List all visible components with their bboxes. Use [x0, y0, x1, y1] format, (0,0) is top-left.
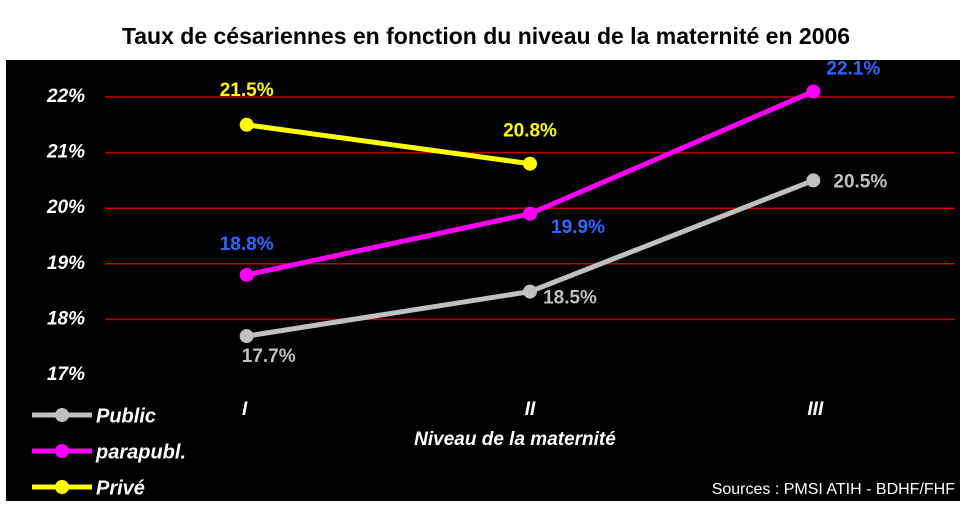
point — [806, 173, 821, 188]
point — [523, 206, 537, 221]
legend-label: Public — [96, 405, 156, 427]
chart-title: Taux de césariennes en fonction du nivea… — [122, 23, 850, 49]
data-label: 20.5% — [833, 171, 887, 192]
x-axis-label: Niveau de la maternité — [414, 429, 616, 450]
legend-marker — [55, 408, 69, 422]
x-tick-label: III — [807, 399, 824, 420]
y-tick-label: 17% — [47, 364, 85, 385]
point — [239, 117, 254, 132]
y-tick-label: 20% — [46, 197, 85, 218]
data-label: 21.5% — [220, 80, 274, 101]
point — [523, 156, 537, 171]
legend-label: Privé — [96, 477, 145, 499]
point — [239, 329, 254, 344]
data-label: 18.8% — [220, 234, 274, 255]
y-tick-label: 18% — [47, 308, 85, 329]
x-tick-label: I — [242, 399, 248, 420]
point — [806, 84, 821, 99]
point — [523, 284, 537, 299]
source: Sources : PMSI ATIH - BDHF/FHF — [712, 481, 956, 498]
data-label: 19.9% — [551, 217, 605, 238]
point — [239, 267, 254, 282]
data-label: 20.8% — [503, 121, 557, 142]
x-tick-label: II — [525, 399, 536, 420]
data-label: 17.7% — [242, 346, 296, 367]
y-tick-label: 21% — [46, 142, 85, 163]
plot-background — [6, 60, 960, 501]
y-tick-label: 22% — [46, 86, 85, 107]
legend-marker — [55, 444, 69, 458]
legend-marker — [55, 480, 69, 494]
data-label: 18.5% — [543, 288, 597, 309]
data-label: 22.1% — [826, 58, 880, 79]
y-tick-label: 19% — [47, 253, 85, 274]
legend-label: parapubl. — [95, 441, 186, 463]
series-line — [246, 122, 531, 167]
